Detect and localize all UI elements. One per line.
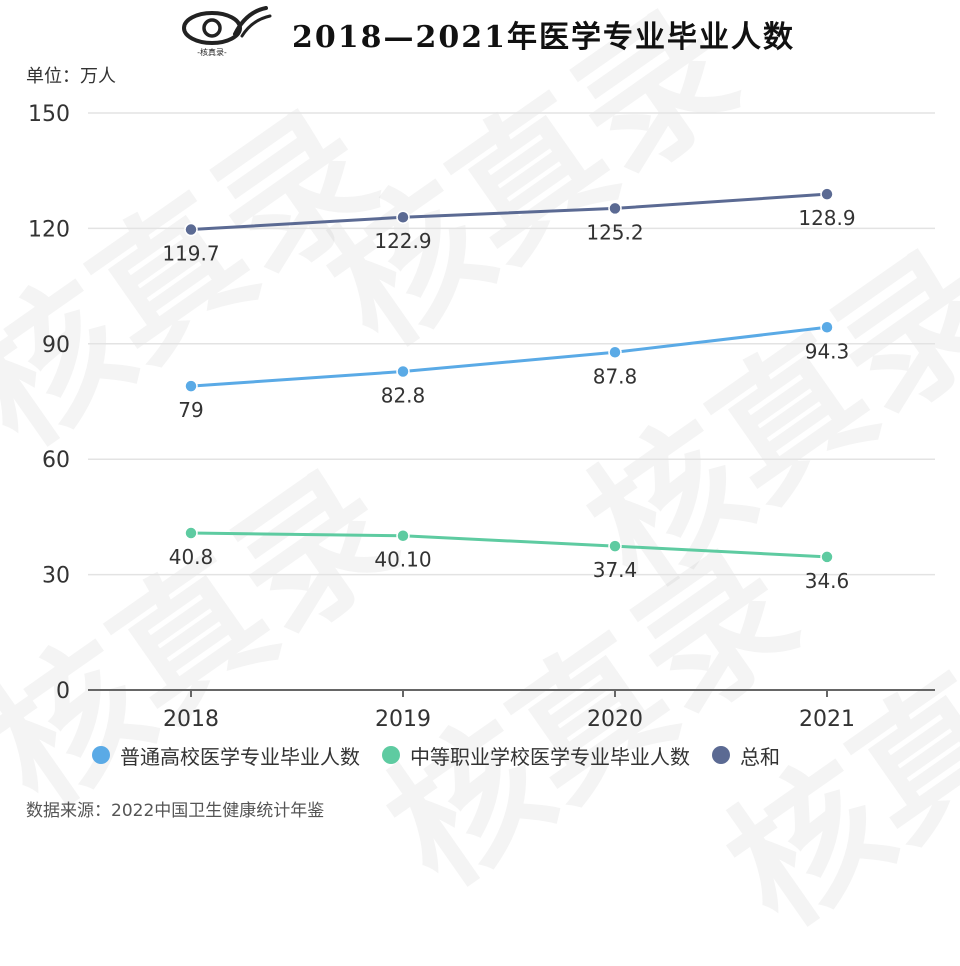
x-tick-label: 2020 [587,707,643,732]
data-label: 94.3 [805,339,850,363]
data-point [396,210,410,224]
data-point [820,187,834,201]
legend-swatch [92,746,110,764]
x-tick-label: 2019 [375,707,431,732]
data-point [608,539,622,553]
data-point [184,222,198,237]
data-label: 37.4 [593,558,638,582]
data-label: 40.8 [169,545,214,569]
x-tick-label: 2021 [799,707,855,732]
logo-caption: -核真录- [197,47,227,57]
data-label: 119.7 [162,242,219,266]
legend-item: 中等职业学校医学专业毕业人数 [382,741,690,770]
series-0: 79 82.8 87.8 94.3 [178,320,850,422]
data-label: 34.6 [805,569,850,593]
data-label: 122.9 [374,229,431,253]
legend-swatch [382,746,400,764]
y-tick-label: 120 [28,217,70,242]
legend-label: 总和 [740,744,780,769]
data-point [396,528,410,543]
data-label: 87.8 [593,364,638,388]
series-line [190,192,828,232]
chart-header: -核真录- 2018—2021年医学专业毕业人数 [0,0,960,64]
unit-label: 单位：万人 [26,66,116,87]
legend-swatch [712,746,730,764]
data-label: 79 [178,398,203,422]
data-label: 125.2 [586,220,643,244]
data-point [820,320,834,335]
data-label: 40.10 [374,548,431,572]
series-2: 119.7 122.9 125.2 128.9 [162,187,856,266]
data-point [608,345,622,360]
chart-title: 2018—2021年医学专业毕业人数 [292,20,795,55]
y-tick-label: 30 [42,564,70,589]
y-tick-label: 60 [42,448,70,473]
y-tick-label: 150 [28,102,70,127]
data-point [608,201,622,216]
series-group: 79 82.8 87.8 94.3 40.8 40.10 37.4 34.6 119.7 122.… [162,187,856,593]
legend-item: 普通高校医学专业毕业人数 [92,741,360,770]
line-chart: 0 30 60 90 120 150 2018 2019 2020 2021 79 82.8 87.… [28,102,935,732]
legend-label: 中等职业学校医学专业毕业人数 [410,744,690,769]
legend: 普通高校医学专业毕业人数 中等职业学校医学专业毕业人数 总和 [92,740,780,770]
data-point [396,364,410,379]
series-line [190,325,828,388]
data-point [184,526,198,540]
x-tick-label: 2018 [163,707,219,732]
data-label: 128.9 [798,206,855,230]
series-line [190,531,828,559]
data-label: 82.8 [381,383,426,407]
logo-eye-icon: -核真录- [182,6,272,57]
y-axis: 0 30 60 90 120 150 [28,102,70,704]
series-1: 40.8 40.10 37.4 34.6 [169,526,850,593]
y-tick-label: 90 [42,333,70,358]
x-axis: 2018 2019 2020 2021 [88,689,935,732]
source-note: 数据来源：2022中国卫生健康统计年鉴 [26,801,325,821]
legend-item: 总和 [712,741,780,770]
y-tick-label: 0 [56,679,70,704]
data-point [184,379,198,393]
data-point [820,550,834,564]
legend-label: 普通高校医学专业毕业人数 [120,744,360,769]
